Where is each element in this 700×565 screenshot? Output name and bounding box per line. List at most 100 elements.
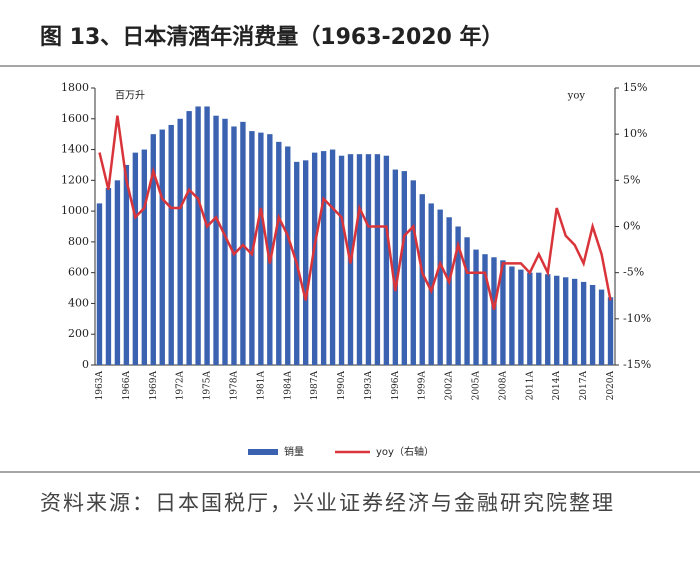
- bar: [195, 106, 201, 365]
- y-tick-label: 400: [68, 296, 89, 309]
- y-tick-label: 1200: [61, 173, 89, 186]
- bar: [563, 277, 569, 365]
- x-tick-label: 2011A: [525, 371, 535, 401]
- bar: [338, 155, 345, 365]
- y2-tick-label: 5%: [623, 173, 640, 186]
- y-tick-label: 600: [68, 266, 89, 279]
- x-tick-label: 1966A: [122, 371, 132, 401]
- bar: [311, 152, 318, 365]
- bar: [258, 132, 264, 365]
- y-axis-label: 百万升: [115, 90, 145, 102]
- bar: [392, 169, 399, 365]
- y-tick-label: 200: [68, 327, 89, 340]
- x-tick-label: 1996A: [391, 371, 401, 401]
- bar: [473, 249, 479, 365]
- bar: [365, 154, 372, 365]
- y2-tick-label: -5%: [623, 266, 644, 279]
- bar: [303, 160, 309, 365]
- bar: [527, 272, 533, 365]
- x-tick-label: 1999A: [418, 371, 428, 401]
- line: [98, 115, 612, 310]
- x-tick-label: 2020A: [606, 371, 616, 401]
- bar: [571, 278, 578, 365]
- bar: [607, 297, 614, 365]
- bar: [500, 260, 506, 365]
- bar: [437, 209, 443, 365]
- bar: [132, 152, 139, 365]
- bar: [455, 226, 461, 365]
- bar: [168, 124, 174, 365]
- bar: [374, 154, 381, 365]
- bar: [150, 134, 156, 365]
- x-tick-label: 1963A: [95, 371, 105, 401]
- bar: [509, 266, 515, 365]
- legend-label: yoy（右轴）: [376, 445, 434, 458]
- y-tick-label: 1600: [61, 112, 89, 125]
- chart: 图 13、日本清酒年消费量（1963-2020 年） 百万升 yoy 0 200 4…: [0, 24, 700, 473]
- bar: [159, 129, 165, 365]
- source-note: 资料来源：日本国税厅，兴业证券经济与金融研究院整理: [40, 491, 615, 515]
- y-tick-label: 800: [68, 235, 89, 248]
- bar: [491, 257, 497, 365]
- bar: [222, 118, 228, 366]
- y-tick-label: 1800: [61, 81, 89, 94]
- bar: [114, 180, 121, 365]
- x-tick-label: 1984A: [283, 371, 293, 401]
- bar: [96, 203, 103, 365]
- y-tick-label: 1400: [61, 143, 89, 156]
- bar: [598, 289, 605, 365]
- bar: [105, 188, 112, 365]
- bar: [383, 155, 390, 365]
- bar: [186, 111, 192, 365]
- bar: [446, 217, 452, 365]
- y-tick-label: 1000: [61, 204, 89, 217]
- bar: [464, 237, 470, 365]
- bar: [482, 254, 488, 365]
- x-tick-label: 1969A: [149, 371, 159, 401]
- bar: [141, 149, 147, 365]
- y2-tick-label: -10%: [623, 312, 651, 325]
- legend-label: 销量: [284, 445, 304, 458]
- x-tick-label: 1978A: [229, 371, 239, 401]
- y-tick-label: 0: [82, 358, 89, 371]
- x-tick-label: 2014A: [552, 371, 562, 401]
- y2-axis-label: yoy: [567, 91, 586, 102]
- bar: [177, 118, 183, 366]
- bar: [276, 141, 282, 365]
- bar: [356, 154, 363, 365]
- bar: [545, 274, 551, 365]
- bar: [419, 194, 425, 365]
- chart-title: 图 13、日本清酒年消费量（1963-2020 年）: [40, 24, 504, 50]
- bar: [267, 134, 273, 365]
- bar: [428, 203, 434, 365]
- bar: [285, 146, 291, 365]
- x-tick-label: 2002A: [445, 371, 455, 401]
- y2-tick-label: 10%: [623, 127, 647, 140]
- bar: [410, 180, 416, 365]
- y2-tick-label: -15%: [623, 358, 651, 371]
- bar: [554, 275, 560, 365]
- x-tick-label: 1975A: [203, 371, 213, 401]
- x-tick-label: 1981A: [256, 371, 266, 401]
- bar: [580, 281, 587, 365]
- bar: [231, 126, 237, 365]
- y2-tick-label: 15%: [623, 81, 647, 94]
- y2-tick-label: 0%: [623, 220, 640, 233]
- bar: [536, 272, 542, 365]
- x-tick-label: 1993A: [364, 371, 374, 401]
- x-tick-label: 2017A: [579, 371, 589, 401]
- x-tick-label: 2008A: [498, 371, 508, 401]
- bar: [401, 171, 407, 365]
- bar: [329, 149, 336, 365]
- bar: [518, 269, 524, 365]
- x-tick-label: 1972A: [176, 371, 186, 401]
- bar: [204, 106, 210, 365]
- x-tick-label: 2005A: [472, 371, 482, 401]
- bar: [589, 284, 596, 365]
- x-tick-label: 1990A: [337, 371, 347, 401]
- bar: [123, 164, 130, 365]
- bar: [213, 115, 219, 365]
- legend-swatch: [248, 449, 278, 455]
- x-tick-label: 1987A: [310, 371, 320, 401]
